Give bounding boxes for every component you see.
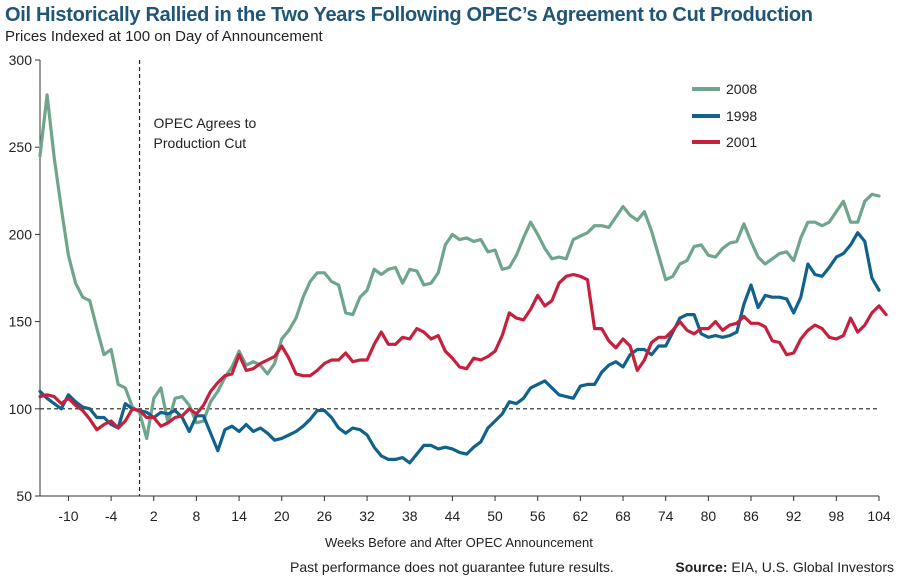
x-tick-label: 80 [701, 508, 717, 524]
x-tick-label: 8 [193, 508, 201, 524]
x-tick-label: 92 [786, 508, 802, 524]
y-tick-label: 250 [9, 139, 33, 155]
x-tick-label: 68 [615, 508, 631, 524]
x-tick-label: 86 [743, 508, 759, 524]
legend-label-2001: 2001 [726, 134, 757, 150]
annotation-text: OPEC Agrees to [154, 115, 257, 131]
y-tick-label: 200 [9, 226, 33, 242]
source-text: Source: EIA, U.S. Global Investors [675, 559, 894, 575]
x-axis-label: Weeks Before and After OPEC Announcement [325, 535, 593, 550]
x-tick-label: -4 [105, 508, 118, 524]
chart-title: Oil Historically Rallied in the Two Year… [5, 4, 813, 26]
y-tick-label: 300 [9, 52, 33, 68]
x-tick-label: 2 [150, 508, 158, 524]
x-tick-label: 50 [487, 508, 503, 524]
source-label: Source: [675, 559, 728, 575]
x-tick-label: 62 [573, 508, 589, 524]
y-tick-label: 100 [9, 401, 33, 417]
x-tick-label: 38 [402, 508, 418, 524]
x-tick-label: -10 [58, 508, 78, 524]
y-tick-label: 50 [16, 488, 32, 504]
x-tick-label: 98 [829, 508, 845, 524]
x-tick-label: 74 [658, 508, 674, 524]
x-tick-label: 26 [317, 508, 333, 524]
x-tick-label: 56 [530, 508, 546, 524]
disclaimer-text: Past performance does not guarantee futu… [290, 559, 614, 575]
x-tick-label: 32 [359, 508, 375, 524]
x-tick-label: 44 [445, 508, 461, 524]
y-tick-label: 150 [9, 314, 33, 330]
x-tick-label: 104 [867, 508, 891, 524]
legend-label-2008: 2008 [726, 81, 757, 97]
series-line-1998 [38, 231, 881, 465]
series-line-2008 [38, 93, 881, 440]
annotation-text: Production Cut [154, 135, 247, 151]
chart-subtitle: Prices Indexed at 100 on Day of Announce… [5, 28, 323, 45]
legend-label-1998: 1998 [726, 108, 757, 124]
series-line-2001 [38, 272, 888, 432]
x-tick-label: 14 [231, 508, 247, 524]
x-tick-label: 20 [274, 508, 290, 524]
source-value: EIA, U.S. Global Investors [727, 559, 894, 575]
